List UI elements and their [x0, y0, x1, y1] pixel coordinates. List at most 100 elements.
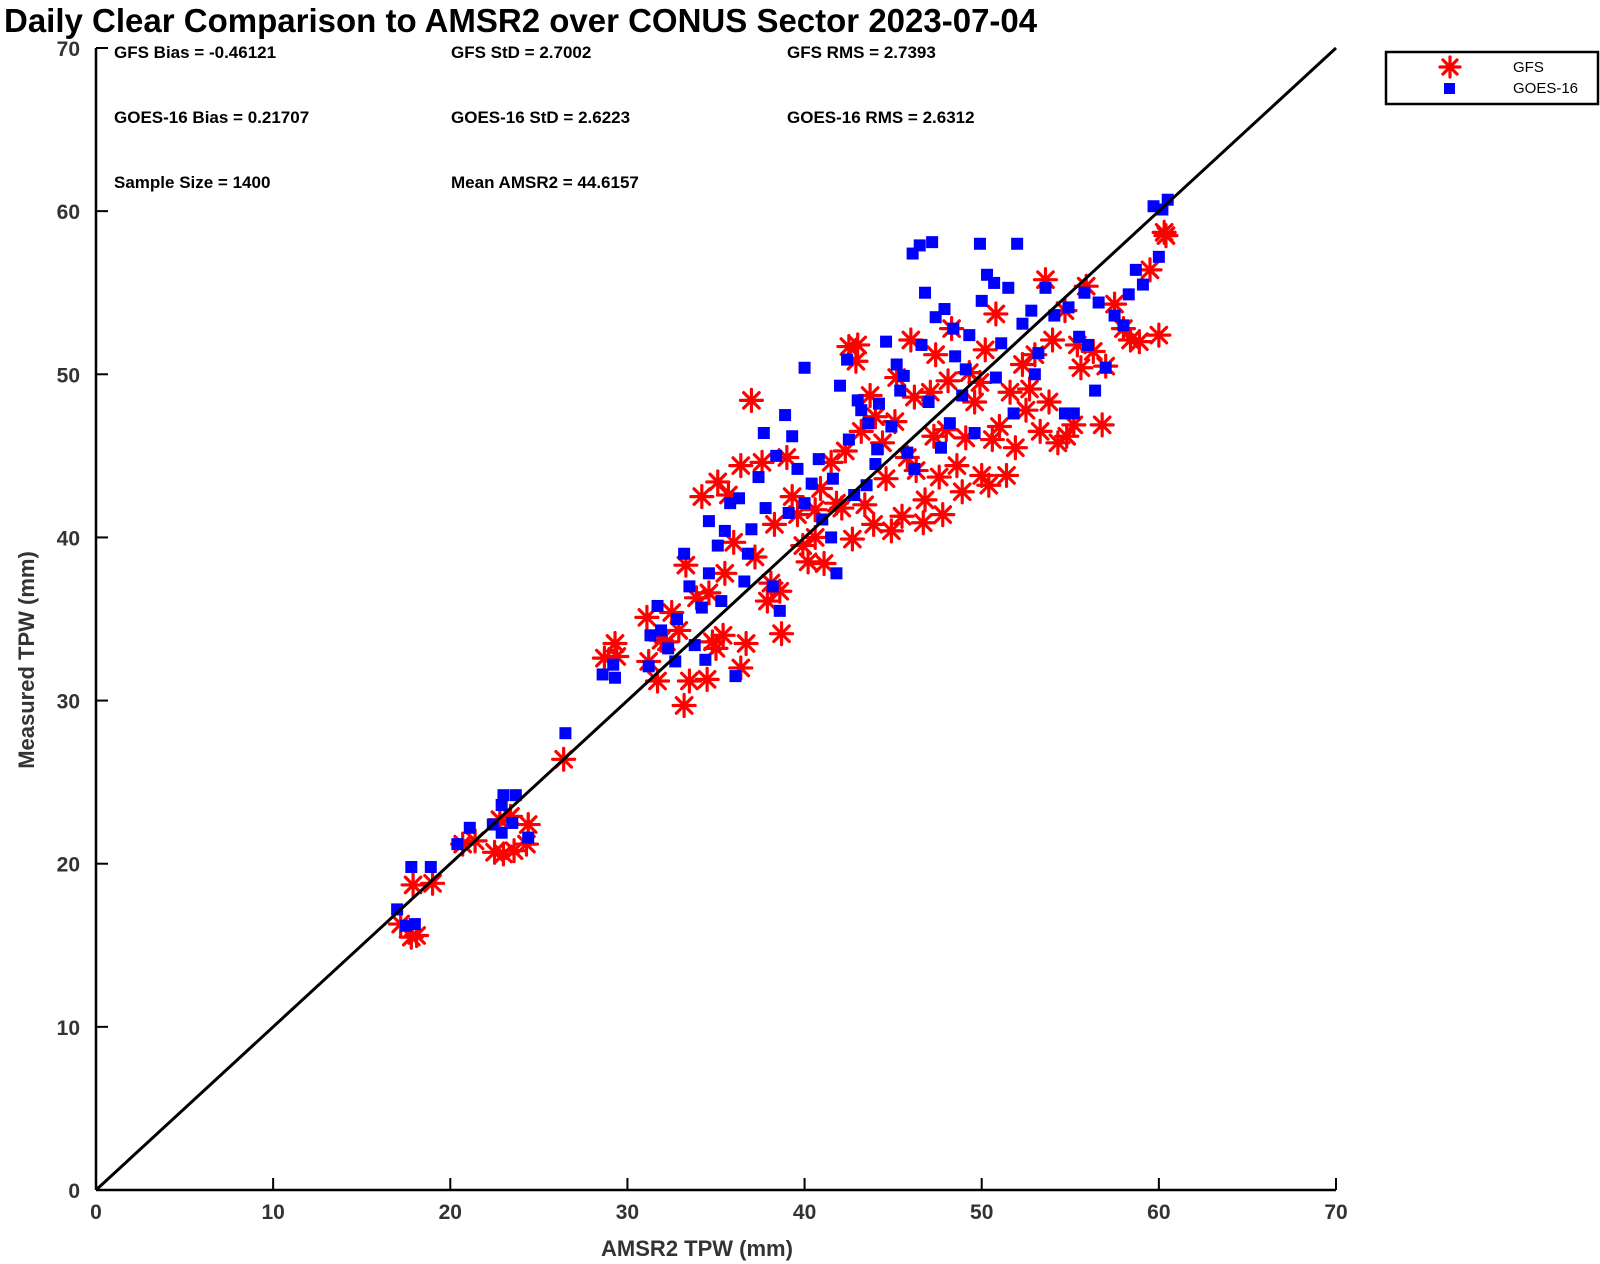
- legend-gfs-marker: [1438, 55, 1462, 79]
- gfs-point: [976, 472, 1002, 498]
- gfs-point: [705, 469, 731, 495]
- goes-16-point: [408, 918, 421, 931]
- stat-goes-bias: GOES-16 Bias = 0.21707: [114, 108, 309, 127]
- gfs-point: [818, 449, 844, 475]
- goes-16-point: [913, 239, 926, 252]
- goes-16-point: [880, 335, 893, 348]
- goes-16-point: [922, 396, 935, 409]
- goes-16-point: [405, 860, 418, 873]
- gfs-point: [671, 692, 697, 719]
- goes-16-point: [919, 286, 932, 299]
- gfs-point: [1002, 435, 1028, 461]
- goes-16-point: [699, 653, 712, 666]
- goes-16-point: [683, 580, 696, 593]
- gfs-point: [898, 327, 924, 353]
- goes-16-point: [596, 668, 609, 681]
- goes-16-point: [770, 449, 783, 462]
- goes-16-point: [1129, 263, 1142, 276]
- gfs-point: [983, 301, 1009, 327]
- goes-16-point: [702, 515, 715, 528]
- goes-16-point: [782, 506, 795, 519]
- gfs-point: [802, 524, 828, 551]
- gfs-point: [754, 588, 780, 614]
- chart-title: Daily Clear Comparison to AMSR2 over CON…: [4, 2, 1038, 39]
- y-tick-label: 10: [57, 1017, 80, 1040]
- goes-16-point: [1007, 407, 1020, 420]
- y-tick-label: 60: [57, 201, 80, 224]
- gfs-point: [1089, 412, 1115, 438]
- goes-16-point: [509, 789, 522, 802]
- goes-16-point: [424, 860, 437, 873]
- goes-16-point: [773, 604, 786, 617]
- one-to-one-reference-line: [94, 46, 1338, 1192]
- gfs-point: [861, 511, 887, 537]
- goes-16-point: [506, 816, 519, 829]
- gfs-point: [728, 453, 754, 479]
- goes-16-point: [779, 409, 792, 422]
- gfs-point: [878, 518, 904, 544]
- gfs-point: [839, 526, 866, 552]
- x-tick-label: 10: [261, 1201, 284, 1224]
- gfs-point: [926, 464, 952, 490]
- goes-16-point: [947, 322, 960, 335]
- gfs-point: [823, 490, 850, 516]
- gfs-point: [1009, 351, 1036, 378]
- goes-16-point: [872, 397, 885, 410]
- gfs-point: [1016, 376, 1043, 402]
- stat-gfs-std: GFS StD = 2.7002: [451, 43, 591, 62]
- stat-gfs-bias: GFS Bias = -0.46121: [114, 43, 276, 62]
- goes-16-point: [759, 502, 772, 515]
- gfs-point: [1068, 355, 1094, 381]
- gfs-point: [779, 484, 805, 510]
- goes-16-point: [741, 547, 754, 560]
- goes-16-point: [798, 361, 811, 374]
- goes-16-point: [869, 458, 882, 471]
- goes-16-point: [1032, 347, 1045, 360]
- legend-box: [1384, 50, 1600, 106]
- gfs-point: [972, 337, 998, 363]
- goes-16-point: [497, 789, 510, 802]
- gfs-point: [901, 384, 928, 410]
- goes-16-point: [671, 613, 684, 625]
- legend: GFS GOES-16: [1384, 50, 1600, 106]
- gfs-point: [912, 487, 938, 513]
- goes-16-point: [871, 443, 884, 456]
- goes-16-point: [890, 358, 903, 371]
- legend-goes-label: GOES-16: [1513, 80, 1578, 97]
- goes-16-point: [733, 492, 746, 505]
- gfs-point: [1153, 223, 1179, 249]
- goes-16-point: [1082, 338, 1094, 351]
- goes-16-point: [812, 453, 825, 466]
- stat-mean-amsr2: Mean AMSR2 = 44.6157: [451, 173, 639, 192]
- goes-16-point: [695, 601, 708, 614]
- y-tick-label: 0: [68, 1180, 80, 1203]
- gfs-point: [910, 510, 936, 536]
- gfs-point: [993, 462, 1020, 489]
- gfs-point: [1126, 329, 1152, 355]
- goes-16-point: [1092, 296, 1105, 309]
- goes-16-point: [702, 567, 715, 580]
- y-axis-ticks: 0 10 20 30 40 50 60 70: [57, 38, 108, 1203]
- y-tick-label: 20: [57, 854, 80, 877]
- goes-16-point: [1161, 193, 1174, 206]
- goes-16-point: [826, 472, 839, 485]
- gfs-point: [944, 453, 970, 479]
- goes-16-point: [559, 727, 572, 740]
- goes-16-point: [495, 826, 508, 839]
- goes-16-point: [915, 338, 928, 351]
- gfs-point: [969, 462, 995, 489]
- goes-16-point: [830, 567, 843, 580]
- goes-16-point: [678, 547, 691, 560]
- goes-16-point: [825, 531, 838, 544]
- goes-16-point: [607, 658, 620, 671]
- legend-gfs-label: GFS: [1513, 59, 1544, 76]
- legend-gfs-asterisk: [1438, 55, 1462, 79]
- gfs-point: [490, 841, 517, 867]
- goes-16-point: [1062, 301, 1075, 314]
- goes-16-point: [862, 417, 875, 430]
- y-tick-label: 40: [57, 527, 80, 550]
- goes-16-point: [1016, 317, 1029, 330]
- goes-16-point: [1136, 278, 1149, 291]
- goes-16-point: [522, 831, 535, 844]
- gfs-point: [930, 501, 956, 528]
